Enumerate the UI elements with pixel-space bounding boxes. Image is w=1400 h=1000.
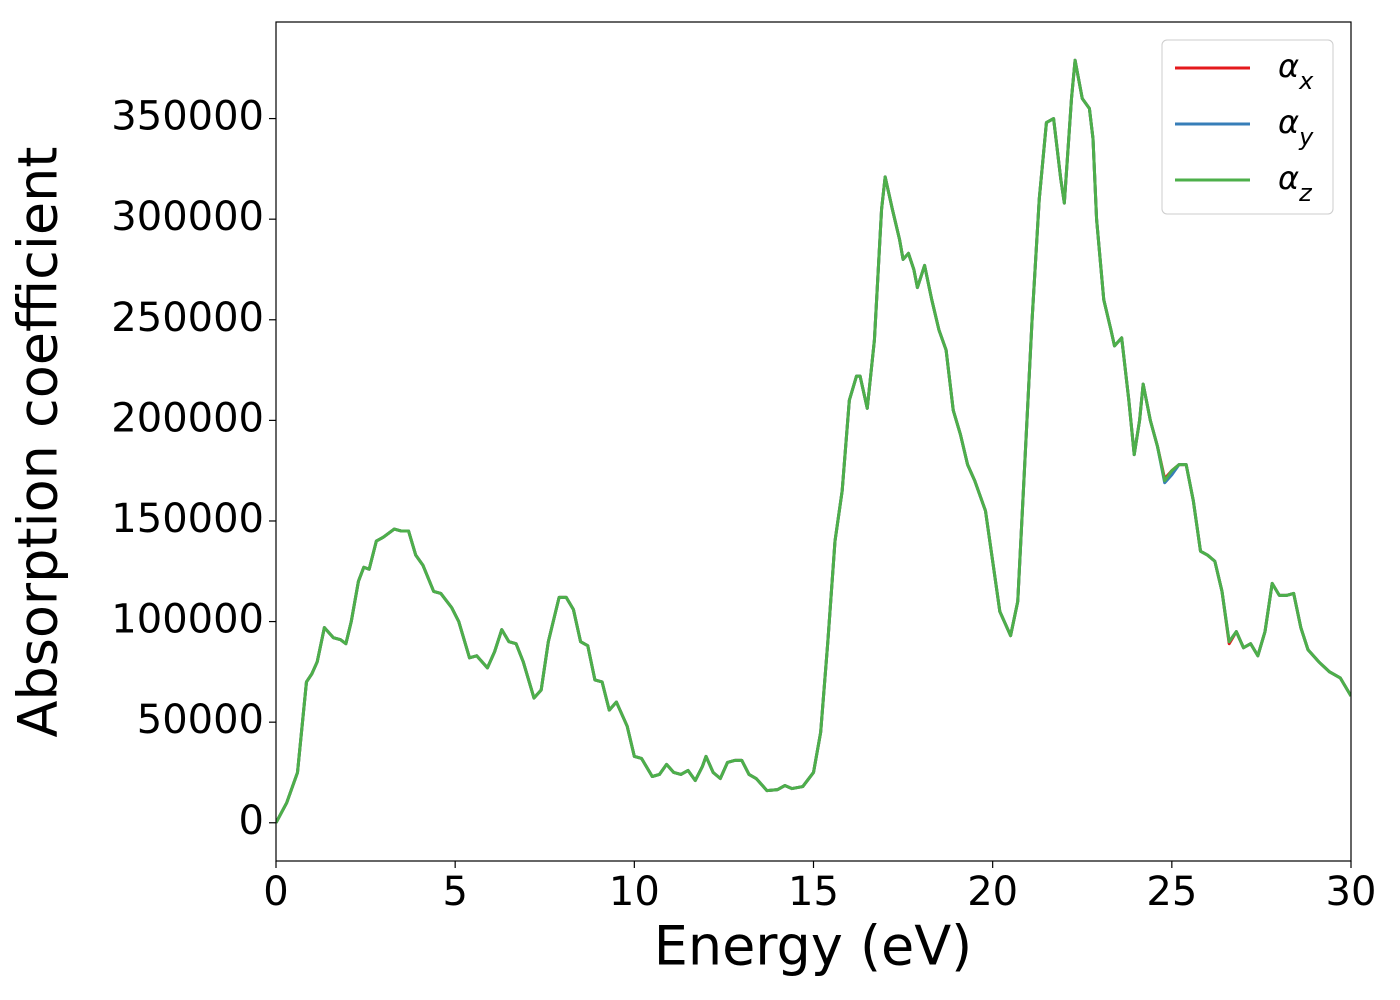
x-tick-label: 15 — [788, 869, 839, 915]
series-line — [276, 58, 1351, 824]
y-tick-label: 300000 — [111, 194, 264, 240]
y-tick-label: 150000 — [111, 496, 264, 542]
y-tick-label: 350000 — [111, 94, 264, 140]
x-tick-label: 25 — [1146, 869, 1197, 915]
x-tick-label: 5 — [442, 869, 467, 915]
y-axis-label: Absorption coefficient — [7, 147, 70, 738]
y-tick-label: 250000 — [111, 295, 264, 341]
y-tick-label: 200000 — [111, 395, 264, 441]
x-tick-label: 20 — [967, 869, 1018, 915]
x-axis-label: Energy (eV) — [654, 915, 973, 978]
x-tick-label: 30 — [1326, 869, 1377, 915]
plot-frame — [275, 21, 1352, 862]
x-tick-label: 0 — [263, 869, 288, 915]
y-tick-label: 100000 — [111, 597, 264, 643]
legend-box — [1161, 39, 1334, 215]
y-tick-label: 0 — [239, 798, 264, 844]
y-tick-label: 50000 — [137, 697, 264, 743]
x-tick-label: 10 — [609, 869, 660, 915]
